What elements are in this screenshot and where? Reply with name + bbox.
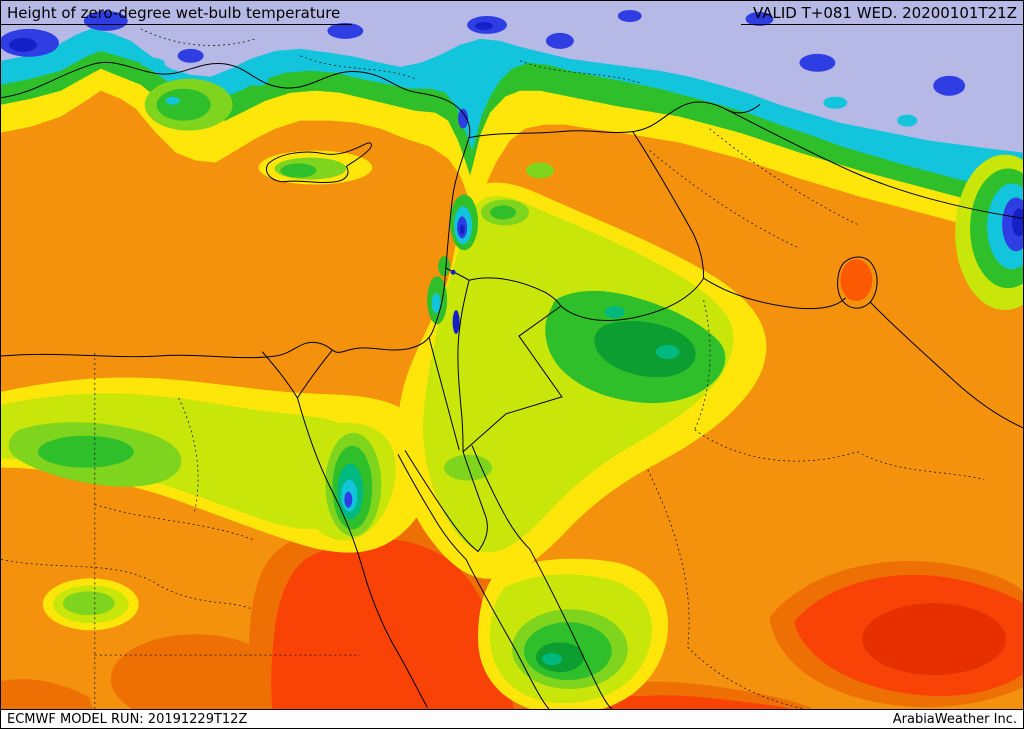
border-israel-egypt xyxy=(428,337,460,451)
river-tigris xyxy=(709,128,858,225)
nile-river xyxy=(296,397,428,708)
contour-shape xyxy=(594,320,696,378)
contour-shape xyxy=(823,96,848,109)
contour-shape xyxy=(327,22,364,39)
admin-turkey-2 xyxy=(300,55,416,80)
band-lavender xyxy=(1,1,1023,153)
coast-gulf-suez-west xyxy=(397,454,467,560)
admin-turkey-3 xyxy=(519,60,640,84)
contour-shape xyxy=(604,306,625,319)
contour-shape xyxy=(545,32,574,49)
border-jordan-syria xyxy=(468,277,562,307)
coast-gulf-aqaba-east xyxy=(471,445,531,550)
sea-of-galilee xyxy=(450,269,456,275)
contour-shape xyxy=(438,256,451,277)
border-iraq-saudi-west xyxy=(560,277,705,321)
status-bar: ECMWF MODEL RUN: 20191229T12Z ArabiaWeat… xyxy=(1,709,1023,728)
coast-gulf-suez-east xyxy=(404,450,479,552)
contour-shape xyxy=(280,163,317,178)
lakes xyxy=(450,269,460,335)
coast-red-sea-west xyxy=(465,558,550,709)
red-red-sea-upper-egypt xyxy=(271,538,514,709)
contour-shape xyxy=(83,10,128,31)
contour-map-svg xyxy=(1,1,1023,709)
contour-center-highlands xyxy=(1,162,767,709)
contour-cyprus xyxy=(258,150,373,185)
contour-shape xyxy=(62,591,115,616)
border-jordan-east xyxy=(518,305,563,398)
contour-shape xyxy=(165,96,180,105)
contour-shape xyxy=(140,57,165,68)
contour-shape xyxy=(37,435,134,468)
coast-red-sea-east xyxy=(529,548,613,709)
border-iran xyxy=(726,109,1023,219)
contour-shape xyxy=(617,9,642,22)
coast-anatolia-levant-egypt xyxy=(1,61,471,359)
dead-sea xyxy=(452,310,460,335)
border-jordan-west xyxy=(457,279,470,453)
dark-orange-egypt-south xyxy=(110,634,281,709)
nile-delta-east xyxy=(296,349,333,399)
deep-red-core-saudi xyxy=(862,603,1007,676)
contour-shape xyxy=(565,61,584,72)
admin-saudi-1 xyxy=(694,300,711,430)
coast-persian-gulf xyxy=(869,301,1023,429)
brand-label: ArabiaWeather Inc. xyxy=(892,711,1017,727)
contour-shape xyxy=(1012,208,1023,237)
contour-shape xyxy=(441,80,464,93)
valid-time-label: VALID T+081 WED. 20200101T21Z xyxy=(740,1,1023,25)
border-jordan-saudi xyxy=(462,396,563,453)
contour-shape xyxy=(525,162,554,179)
map-area: Height of zero-degree wet-bulb temperatu… xyxy=(1,1,1023,709)
contour-shape xyxy=(799,53,836,72)
border-iraq-saudi-east xyxy=(703,277,846,310)
contour-shape xyxy=(459,224,465,235)
dotted-admin-borders xyxy=(1,28,985,709)
contour-cold-north-bands xyxy=(1,1,1023,311)
border-israel-north xyxy=(445,267,470,281)
contour-shape xyxy=(541,653,562,666)
map-title: Height of zero-degree wet-bulb temperatu… xyxy=(1,1,353,25)
coastlines-and-borders xyxy=(1,61,1023,709)
contour-shape xyxy=(8,37,37,52)
admin-saudi-5 xyxy=(687,646,805,709)
nile-delta-west xyxy=(261,351,298,399)
contour-shape xyxy=(689,79,710,90)
red-orange-kuwait xyxy=(840,259,873,302)
border-syria-iraq xyxy=(632,131,705,279)
admin-turkey-1 xyxy=(140,28,256,46)
admin-saudi-4 xyxy=(857,451,985,481)
contour-shape xyxy=(431,293,441,314)
contour-shape xyxy=(177,48,204,63)
contour-shape xyxy=(156,88,211,121)
contour-shape xyxy=(248,75,269,86)
model-run-label: ECMWF MODEL RUN: 20191229T12Z xyxy=(7,711,248,727)
contour-shape xyxy=(458,108,469,129)
contour-shape xyxy=(490,205,516,220)
coast-gulf-aqaba-west xyxy=(462,451,488,552)
contour-shape xyxy=(475,21,494,30)
contour-shape xyxy=(933,75,966,96)
river-euphrates xyxy=(649,150,800,249)
coast-cyprus xyxy=(266,142,372,183)
contour-shape xyxy=(897,114,918,127)
dark-orange-bottom-left-corner xyxy=(1,679,93,709)
contour-shape xyxy=(745,11,774,26)
contour-shape xyxy=(655,345,680,359)
contour-shape xyxy=(344,491,353,508)
